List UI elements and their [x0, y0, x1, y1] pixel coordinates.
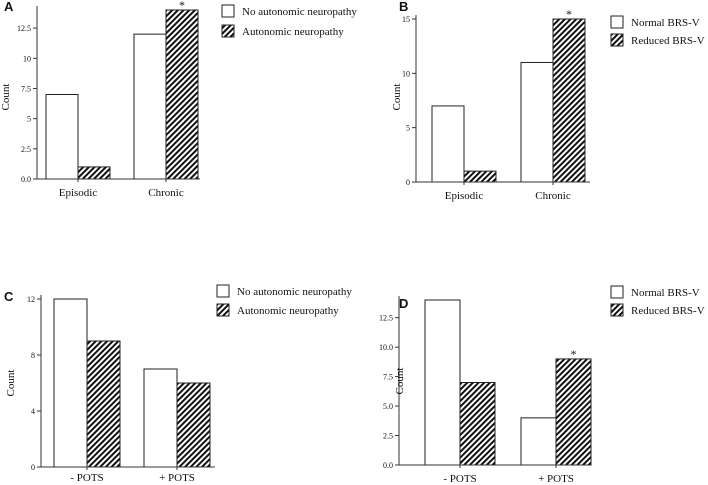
- y-tick-label: 2.5: [383, 432, 393, 441]
- legend-label: Reduced BRS-V: [631, 35, 705, 47]
- legend-swatch-open: [216, 284, 230, 298]
- y-tick-label: 0: [31, 463, 35, 472]
- y-tick-label: 5.0: [383, 402, 393, 411]
- significance-marker: *: [566, 7, 572, 21]
- legend-label: Normal BRS-V: [631, 17, 700, 29]
- legend-swatch-open: [221, 4, 235, 18]
- legend: Normal BRS-V Reduced BRS-V: [610, 285, 705, 317]
- x-category-label: Chronic: [535, 190, 571, 202]
- legend: Normal BRS-V Reduced BRS-V: [610, 15, 705, 47]
- bar-open-pots: [143, 368, 178, 468]
- y-axis-title: Count: [0, 84, 12, 111]
- bar-open-pots: [424, 299, 461, 466]
- bar-open-pots: [520, 417, 557, 466]
- y-tick-label: 5: [27, 115, 31, 124]
- panel-label: D: [399, 296, 408, 311]
- legend-label: Autonomic neuropathy: [242, 26, 344, 38]
- bar-open-chronic: [520, 61, 554, 183]
- legend-label: No autonomic neuropathy: [237, 286, 352, 298]
- legend-swatch-hatched: [610, 33, 624, 47]
- chart-panel-d: D * 0.0 2.5 5.0 7.5 10.0 12.5 - POTS + POTS Count N…: [379, 285, 705, 485]
- y-tick-label: 10: [402, 69, 410, 78]
- chart-panel-b: B * 0 5 10 15 Episodic Chronic Count Normal BRS-V…: [391, 0, 705, 202]
- y-tick-label: 10: [23, 54, 31, 63]
- y-tick-label: 10.0: [379, 343, 393, 352]
- x-category-label: + POTS: [538, 473, 574, 485]
- y-tick-label: 2.5: [21, 145, 31, 154]
- bar-hatched-pots: [176, 382, 211, 468]
- panel-label: A: [4, 0, 14, 14]
- x-category-label: Episodic: [59, 187, 98, 199]
- legend-swatch-hatched: [221, 24, 235, 38]
- y-tick-label: 7.5: [383, 373, 393, 382]
- x-category-label: Chronic: [148, 187, 184, 199]
- y-tick-label: 12.5: [17, 24, 31, 33]
- bar-hatched-chronic: [552, 18, 586, 183]
- y-tick-label: 0.0: [21, 175, 31, 184]
- y-tick-label: 4: [31, 407, 35, 416]
- y-axis-title: Count: [394, 368, 406, 395]
- legend-swatch-hatched: [216, 303, 230, 317]
- bar-hatched-pots: [86, 340, 121, 468]
- y-tick-label: 7.5: [21, 84, 31, 93]
- bar-open-episodic: [45, 94, 79, 180]
- y-tick-label: 15: [402, 15, 410, 24]
- legend-label: Normal BRS-V: [631, 287, 700, 299]
- legend-label: Reduced BRS-V: [631, 305, 705, 317]
- y-tick-label: 0.0: [383, 461, 393, 470]
- bar-open-pots: [53, 298, 88, 468]
- bar-hatched-episodic: [77, 166, 111, 180]
- legend-label: No autonomic neuropathy: [242, 6, 357, 18]
- bar-hatched-pots: [555, 358, 592, 466]
- legend-swatch-open: [610, 15, 624, 29]
- bar-open-episodic: [431, 105, 465, 183]
- x-category-label: Episodic: [445, 190, 484, 202]
- y-tick-label: 8: [31, 351, 35, 360]
- y-tick-label: 0: [406, 178, 410, 187]
- x-category-label: - POTS: [70, 472, 103, 484]
- bar-open-chronic: [133, 33, 167, 180]
- chart-panel-c: C 0 4 8 12 - POTS + POTS Count No autonomic neur…: [4, 284, 352, 484]
- significance-marker: *: [179, 0, 185, 12]
- legend-label: Autonomic neuropathy: [237, 305, 339, 317]
- x-category-label: + POTS: [159, 472, 195, 484]
- y-tick-label: 12: [27, 295, 35, 304]
- bar-hatched-pots: [459, 382, 496, 466]
- legend-swatch-open: [610, 285, 624, 299]
- y-axis-title: Count: [5, 370, 17, 397]
- panel-label: C: [4, 289, 14, 304]
- bar-hatched-chronic: [165, 9, 199, 180]
- y-tick-label: 5: [406, 124, 410, 133]
- chart-panel-a: A * 0.0 2.5 5 7.5 10 12.5 Episodic Chronic Count No…: [0, 0, 357, 199]
- bar-hatched-episodic: [463, 170, 497, 183]
- x-category-label: - POTS: [443, 473, 476, 485]
- legend-swatch-hatched: [610, 303, 624, 317]
- y-axis-title: Count: [391, 84, 403, 111]
- y-tick-label: 12.5: [379, 314, 393, 323]
- legend: No autonomic neuropathy Autonomic neuropa…: [221, 4, 357, 38]
- legend: No autonomic neuropathy Autonomic neuropa…: [216, 284, 352, 317]
- panel-label: B: [399, 0, 408, 14]
- significance-marker: *: [571, 347, 577, 361]
